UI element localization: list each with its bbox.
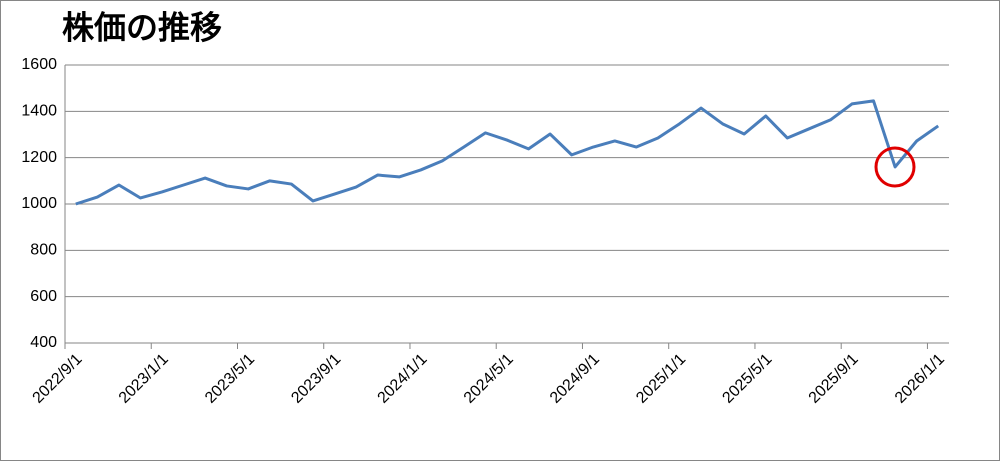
y-tick-label: 400 <box>30 334 57 351</box>
y-tick-label: 800 <box>30 242 57 259</box>
y-tick-label: 1600 <box>21 56 57 73</box>
line-series <box>75 99 940 206</box>
y-tick-label: 1400 <box>21 103 57 120</box>
y-tick-label: 600 <box>30 288 57 305</box>
chart-title: 株価の推移 <box>62 9 222 45</box>
highlight-circle <box>874 146 916 188</box>
y-tick-label: 1000 <box>21 195 57 212</box>
y-tick-label: 1200 <box>21 149 57 166</box>
